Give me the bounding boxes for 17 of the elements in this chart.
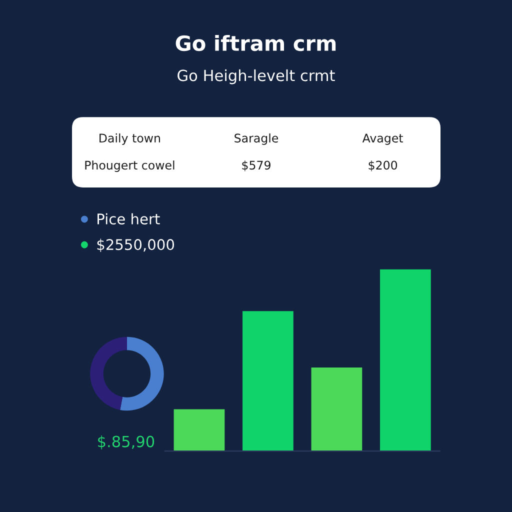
text: Go iftram crm [176, 34, 336, 52]
donut-slice [120, 336, 164, 411]
text: Daily town [100, 133, 160, 145]
text: Saragle [234, 133, 278, 145]
legend-label: $2550,000 [97, 238, 174, 252]
text: Go Heigh-levelt crmt [178, 69, 335, 84]
bar [311, 367, 362, 452]
text: $.85,90 [98, 435, 154, 450]
text: $200 [368, 160, 398, 172]
bar [380, 269, 431, 452]
bar [174, 409, 225, 452]
donut-slice [90, 336, 127, 410]
legend-label: Pice hert [98, 213, 160, 224]
text: Phougert cowel [85, 160, 174, 172]
text: $579 [242, 160, 270, 172]
text: Avaget [362, 134, 404, 145]
bar [242, 311, 294, 452]
